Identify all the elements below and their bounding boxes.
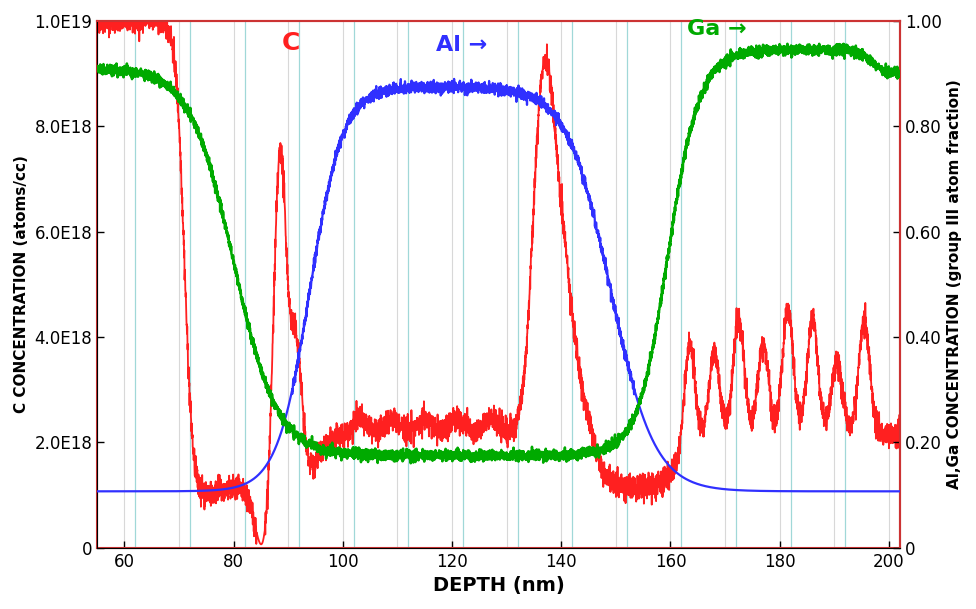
Text: Al →: Al → (435, 35, 487, 55)
X-axis label: DEPTH (nm): DEPTH (nm) (432, 576, 564, 595)
Text: Ga →: Ga → (687, 19, 747, 40)
Y-axis label: Al,Ga CONCENTRATION (group III atom fraction): Al,Ga CONCENTRATION (group III atom frac… (947, 79, 962, 489)
Y-axis label: C CONCENTRATION (atoms/cc): C CONCENTRATION (atoms/cc) (14, 155, 29, 414)
Text: C: C (282, 31, 301, 55)
